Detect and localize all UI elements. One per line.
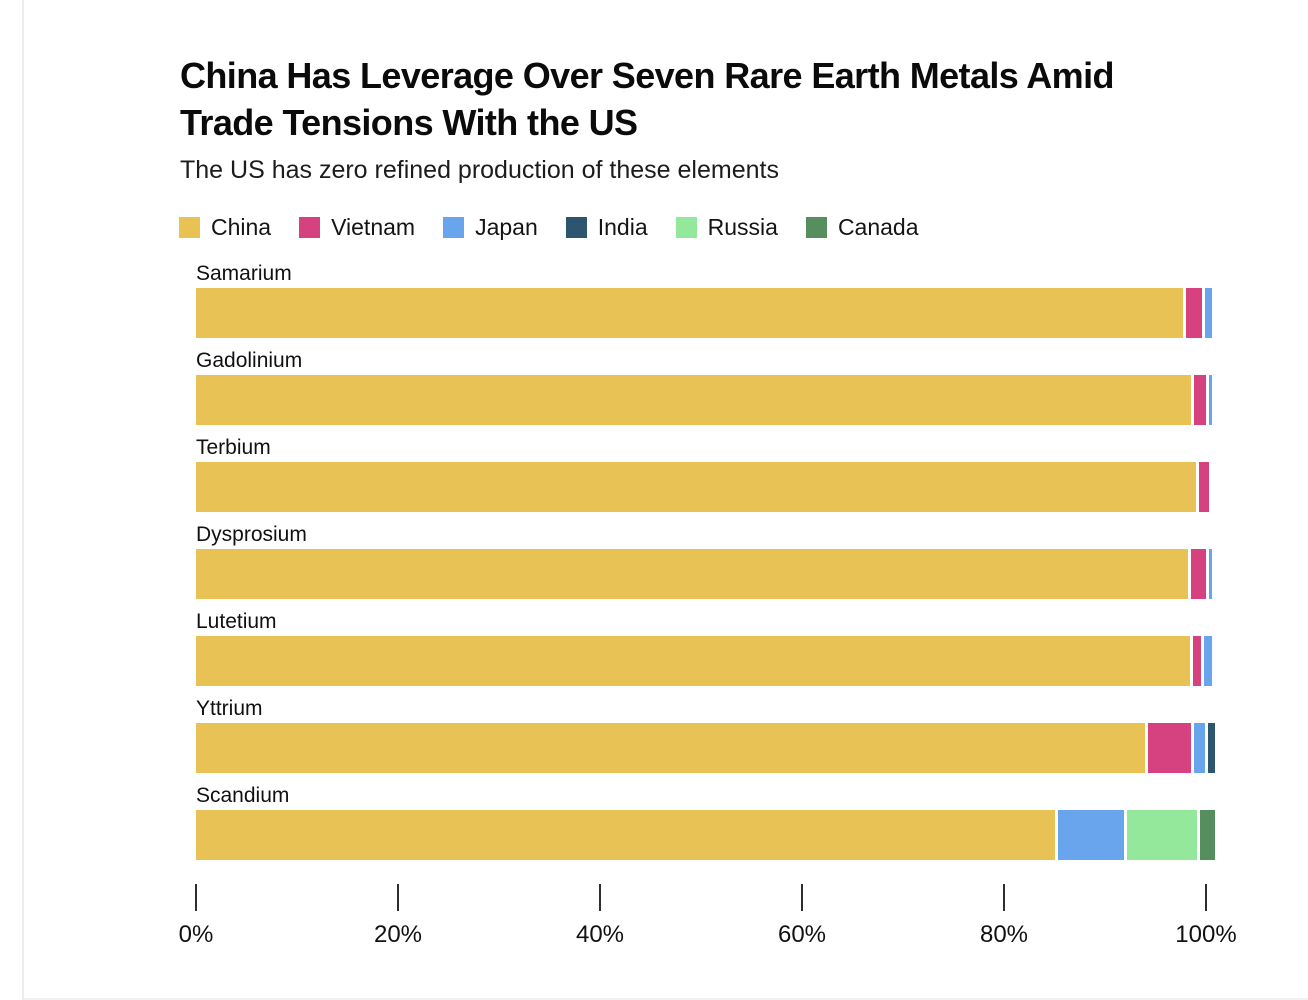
bar-category-label: Scandium bbox=[196, 784, 290, 807]
bar-segment-china bbox=[196, 723, 1146, 773]
x-axis-tick-label: 40% bbox=[575, 921, 625, 948]
chart-row-yttrium: Yttrium bbox=[196, 697, 1215, 784]
bar-segment-japan bbox=[1193, 723, 1205, 773]
x-axis-tick bbox=[801, 884, 803, 911]
chart-row-dysprosium: Dysprosium bbox=[196, 523, 1212, 610]
x-axis-tick bbox=[195, 884, 197, 911]
bar-segment-china bbox=[196, 636, 1190, 686]
bar-category-label: Gadolinium bbox=[196, 349, 303, 372]
stacked-bar-samarium bbox=[196, 288, 1212, 338]
chart-title: China Has Leverage Over Seven Rare Earth… bbox=[180, 52, 1270, 146]
x-axis: 0% 20% 40% 60% 80% 100% bbox=[179, 884, 1237, 954]
bar-segment-japan bbox=[1208, 549, 1212, 599]
legend-item-japan: Japan bbox=[443, 216, 538, 239]
x-axis-tick-label: 100% bbox=[1175, 921, 1237, 948]
legend-swatch-canada bbox=[805, 217, 827, 238]
bar-segment-vietnam bbox=[1198, 462, 1209, 512]
bar-segment-china bbox=[196, 375, 1191, 425]
bar-segment-china bbox=[196, 462, 1196, 512]
chart-row-samarium: Samarium bbox=[196, 262, 1212, 349]
bar-segment-japan bbox=[1208, 375, 1212, 425]
bar-segment-india bbox=[1207, 723, 1215, 773]
bar-segment-vietnam bbox=[1193, 375, 1206, 425]
bar-segment-vietnam bbox=[1148, 723, 1191, 773]
legend-label-canada: Canada bbox=[837, 214, 919, 240]
chart-rows: Samarium Gadolinium Terbium Dysprosium Lutet… bbox=[196, 262, 1215, 871]
legend-swatch-india bbox=[565, 217, 587, 238]
stacked-bar-yttrium bbox=[196, 723, 1215, 773]
stacked-bar-terbium bbox=[196, 462, 1209, 512]
bar-category-label: Lutetium bbox=[196, 610, 277, 633]
x-axis-tick-label: 0% bbox=[178, 921, 214, 948]
x-axis-tick bbox=[599, 884, 601, 911]
chart-title-line-2: Trade Tensions With the US bbox=[180, 102, 638, 143]
bar-segment-china bbox=[196, 288, 1183, 338]
bar-category-label: Samarium bbox=[196, 262, 292, 285]
bar-segment-japan bbox=[1204, 288, 1212, 338]
bar-segment-china bbox=[196, 549, 1188, 599]
chart-row-lutetium: Lutetium bbox=[196, 610, 1212, 697]
bar-segment-vietnam bbox=[1190, 549, 1206, 599]
legend-item-canada: Canada bbox=[805, 214, 919, 240]
chart-row-scandium: Scandium bbox=[196, 784, 1215, 871]
legend-label-japan: Japan bbox=[475, 214, 538, 240]
page-bottom-divider bbox=[24, 998, 1308, 1000]
legend-swatch-vietnam bbox=[299, 217, 321, 238]
bar-segment-russia bbox=[1127, 810, 1197, 860]
chart-subtitle: The US has zero refined production of th… bbox=[180, 156, 779, 184]
bar-segment-japan bbox=[1057, 810, 1125, 860]
stacked-bar-lutetium bbox=[196, 636, 1212, 686]
x-axis-tick bbox=[1003, 884, 1005, 911]
chart-title-line-1: China Has Leverage Over Seven Rare Earth… bbox=[180, 55, 1114, 96]
x-axis-tick bbox=[397, 884, 399, 911]
bar-segment-japan bbox=[1203, 636, 1212, 686]
stacked-bar-scandium bbox=[196, 810, 1215, 860]
stacked-bar-gadolinium bbox=[196, 375, 1212, 425]
x-axis-tick-label: 60% bbox=[777, 921, 827, 948]
bar-category-label: Terbium bbox=[196, 436, 271, 459]
chart-legend: China Vietnam Japan India Russia Canada bbox=[179, 216, 947, 239]
legend-swatch-china bbox=[179, 217, 200, 238]
bar-segment-vietnam bbox=[1192, 636, 1201, 686]
chart-row-terbium: Terbium bbox=[196, 436, 1209, 523]
bar-segment-china bbox=[196, 810, 1055, 860]
bar-category-label: Yttrium bbox=[196, 697, 263, 720]
legend-swatch-japan bbox=[443, 217, 465, 238]
stacked-bar-dysprosium bbox=[196, 549, 1212, 599]
bar-segment-vietnam bbox=[1185, 288, 1202, 338]
page-left-divider bbox=[22, 0, 24, 1000]
legend-item-china: China bbox=[179, 216, 271, 239]
chart-row-gadolinium: Gadolinium bbox=[196, 349, 1212, 436]
bar-category-label: Dysprosium bbox=[196, 523, 307, 546]
x-axis-tick-label: 80% bbox=[979, 921, 1029, 948]
legend-swatch-russia bbox=[675, 217, 697, 238]
legend-label-india: India bbox=[597, 214, 648, 240]
x-axis-tick-label: 20% bbox=[373, 921, 423, 948]
legend-label-russia: Russia bbox=[707, 214, 778, 240]
legend-item-russia: Russia bbox=[675, 214, 778, 240]
legend-item-vietnam: Vietnam bbox=[299, 216, 415, 239]
legend-item-india: India bbox=[565, 214, 648, 240]
bar-segment-canada bbox=[1199, 810, 1215, 860]
legend-label-vietnam: Vietnam bbox=[331, 214, 416, 240]
legend-label-china: China bbox=[211, 214, 272, 240]
x-axis-tick bbox=[1205, 884, 1207, 911]
